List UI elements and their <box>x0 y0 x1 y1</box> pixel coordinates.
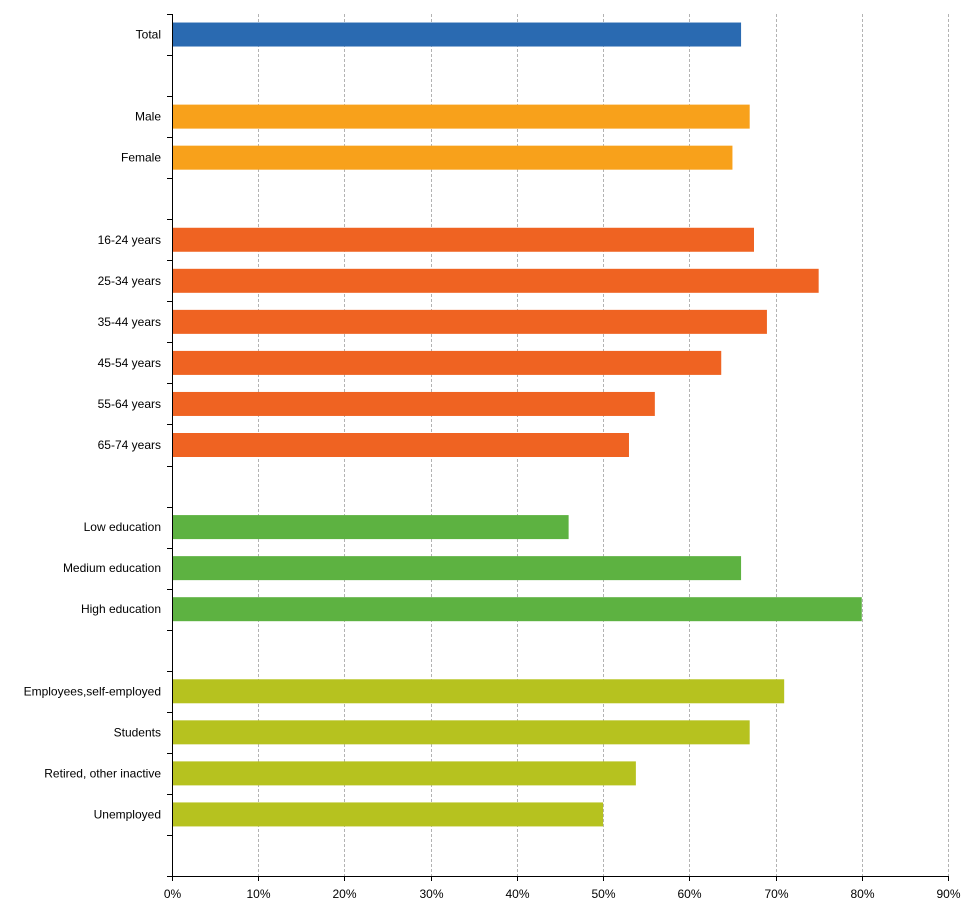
x-tick-label: 40% <box>505 887 529 901</box>
category-label: High education <box>81 602 161 616</box>
category-label: Medium education <box>63 561 161 575</box>
category-label: 25-34 years <box>98 274 161 288</box>
x-tick-label: 0% <box>164 887 182 901</box>
x-tick-label: 80% <box>850 887 874 901</box>
x-tick-label: 10% <box>246 887 270 901</box>
x-tick-label: 60% <box>677 887 701 901</box>
category-label: Male <box>135 110 161 124</box>
x-tick-label: 90% <box>936 887 960 901</box>
bar <box>172 104 750 129</box>
bar <box>172 433 629 457</box>
x-tick-labels: 0% 10% 20% 30% 40% 50% 60% 70% 80% 90% <box>164 887 961 901</box>
bar <box>172 350 722 375</box>
category-label: Employees,self-employed <box>24 684 161 698</box>
category-label: 45-54 years <box>98 356 161 370</box>
bar <box>172 268 819 293</box>
bar <box>172 22 742 47</box>
bar <box>172 679 785 704</box>
bar <box>172 515 569 540</box>
x-tick-label: 50% <box>591 887 615 901</box>
axes <box>167 14 949 881</box>
bar <box>172 802 604 827</box>
bar <box>172 761 636 786</box>
category-label: 65-74 years <box>98 438 161 452</box>
bar <box>172 720 750 745</box>
category-label: Unemployed <box>94 807 161 821</box>
bar <box>172 145 733 170</box>
category-label: 35-44 years <box>98 315 161 329</box>
category-label: Total <box>136 28 161 42</box>
x-tick-label: 20% <box>332 887 356 901</box>
x-tick-label: 30% <box>419 887 443 901</box>
category-label: Retired, other inactive <box>44 766 161 780</box>
category-label: Low education <box>84 520 161 534</box>
category-labels: Total Male Female 16-24 years 25-34 years 35-… <box>24 28 162 822</box>
bar <box>172 309 767 334</box>
bar <box>172 391 655 416</box>
x-tick-label: 70% <box>764 887 788 901</box>
category-label: Female <box>121 151 161 165</box>
category-label: Students <box>114 725 161 739</box>
bar <box>172 556 742 581</box>
bars <box>172 22 862 827</box>
bar <box>172 597 862 622</box>
category-label: 55-64 years <box>98 397 161 411</box>
category-label: 16-24 years <box>98 233 161 247</box>
bar <box>172 227 754 252</box>
